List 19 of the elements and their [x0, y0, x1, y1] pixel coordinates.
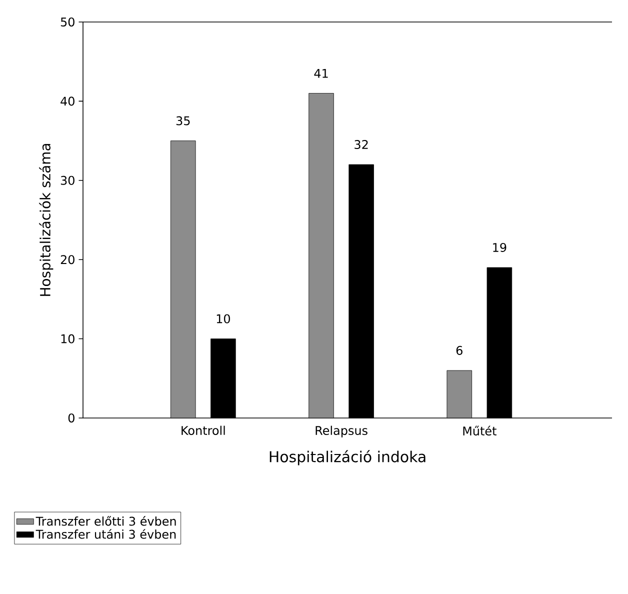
y-tick-label: 30	[60, 176, 74, 185]
x-tick-label: Relapsus	[316, 426, 368, 438]
data-label: 35	[176, 116, 190, 126]
x-axis-title: Hospitalizáció indoka	[270, 450, 426, 466]
legend-label: Transzfer előtti 3 évben	[36, 516, 176, 526]
x-tick-label: Műtét	[463, 426, 496, 436]
data-label: 19	[493, 242, 506, 252]
data-label: 41	[314, 69, 328, 78]
y-tick-label: 0	[68, 413, 74, 423]
data-label: 6	[456, 346, 462, 355]
y-tick-label: 50	[60, 17, 74, 27]
legend-label: Transzfer utáni 3 évben	[36, 529, 176, 539]
data-label: 32	[354, 140, 368, 150]
x-tick-label: Kontroll	[182, 426, 225, 436]
y-tick-label: 10	[61, 334, 74, 344]
data-label: 10	[216, 314, 230, 324]
y-tick-label: 20	[60, 255, 74, 264]
y-tick-label: 40	[60, 96, 74, 106]
y-axis-title: Hospitalizációk száma	[39, 144, 54, 296]
